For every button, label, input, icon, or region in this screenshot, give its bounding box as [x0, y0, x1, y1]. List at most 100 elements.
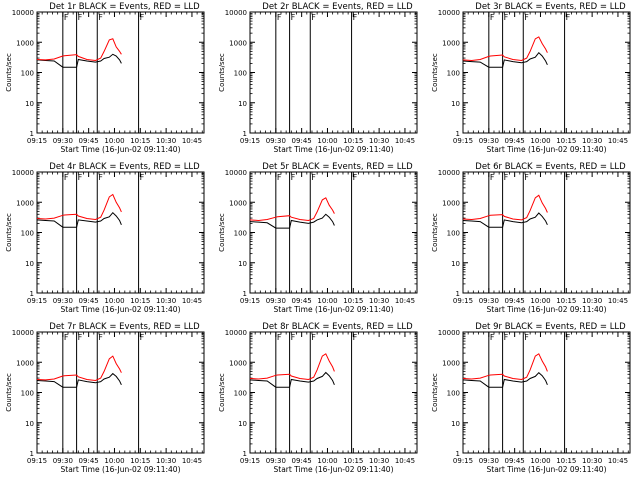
x-tick-label: 10:30 — [156, 137, 176, 145]
x-tick-label: 09:30 — [479, 137, 499, 145]
x-tick-label: 10:00 — [530, 297, 550, 305]
x-tick-label: 09:15 — [453, 137, 473, 145]
y-tick-label: 10000 — [225, 9, 247, 17]
events-series-line — [36, 53, 122, 68]
y-tick-label: 100 — [21, 230, 34, 238]
plot-frame — [36, 11, 205, 134]
flag-label: F — [291, 333, 296, 342]
y-tick-label: 10000 — [438, 169, 460, 177]
y-axis-label: Counts/sec — [218, 373, 226, 412]
y-tick-label: 10000 — [438, 9, 460, 17]
y-axis-label: Counts/sec — [431, 213, 439, 252]
y-tick-label: 1000 — [442, 359, 460, 367]
x-tick-label: 10:15 — [130, 137, 150, 145]
x-tick-label: 10:30 — [156, 457, 176, 465]
x-tick-label: 09:15 — [240, 457, 260, 465]
flag-label: F — [277, 333, 282, 342]
x-tick-label: 10:45 — [608, 297, 628, 305]
plot-frame — [462, 331, 631, 454]
panel-title: Det 1r BLACK = Events, RED = LLD — [49, 2, 200, 12]
y-axis-label: Counts/sec — [5, 213, 13, 252]
x-tick-label: 10:00 — [317, 297, 337, 305]
plot-frame — [249, 11, 418, 134]
flag-label: F — [566, 13, 571, 22]
x-tick-label: 10:15 — [130, 457, 150, 465]
x-tick-label: 09:45 — [505, 137, 525, 145]
x-tick-label: 10:00 — [317, 137, 337, 145]
flag-label: F — [311, 333, 316, 342]
x-tick-label: 10:30 — [582, 297, 602, 305]
x-tick-label: 10:45 — [608, 137, 628, 145]
panel-title: Det 7r BLACK = Events, RED = LLD — [49, 322, 200, 332]
panel-title: Det 6r BLACK = Events, RED = LLD — [475, 162, 626, 172]
x-tick-label: 09:30 — [53, 137, 73, 145]
x-tick-label: 09:30 — [266, 457, 286, 465]
y-tick-label: 100 — [447, 70, 460, 78]
y-tick-label: 1 — [30, 130, 34, 138]
y-tick-label: 10 — [25, 420, 34, 428]
x-tick-label: 09:45 — [292, 297, 312, 305]
flag-label: F — [78, 13, 83, 22]
x-tick-label: 10:00 — [530, 137, 550, 145]
flag-label: F — [64, 173, 69, 182]
plot-frame — [36, 331, 205, 454]
panel-title: Det 3r BLACK = Events, RED = LLD — [475, 2, 626, 12]
events-series-line — [36, 211, 122, 228]
y-tick-label: 1 — [30, 290, 34, 298]
panel-title: Det 9r BLACK = Events, RED = LLD — [475, 322, 626, 332]
x-axis-label: Start Time (16-Jun-02 09:11:40) — [274, 465, 394, 474]
x-tick-label: 10:30 — [582, 457, 602, 465]
x-tick-label: 10:45 — [608, 457, 628, 465]
y-axis-label: Counts/sec — [431, 373, 439, 412]
events-series-line — [462, 212, 548, 228]
y-tick-label: 100 — [447, 390, 460, 398]
y-tick-label: 10 — [238, 260, 247, 268]
plot-frame — [462, 11, 631, 134]
y-axis-label: Counts/sec — [218, 213, 226, 252]
x-tick-label: 10:15 — [343, 297, 363, 305]
flag-label: F — [98, 333, 103, 342]
x-tick-label: 10:00 — [530, 457, 550, 465]
y-tick-label: 10 — [25, 100, 34, 108]
x-tick-label: 10:15 — [343, 137, 363, 145]
x-tick-label: 10:00 — [317, 457, 337, 465]
plot-frame — [249, 331, 418, 454]
x-tick-label: 10:30 — [156, 297, 176, 305]
y-tick-label: 10 — [238, 100, 247, 108]
lld-series-line — [462, 36, 548, 62]
plot-frame — [249, 171, 418, 294]
y-tick-label: 1 — [243, 290, 247, 298]
y-axis-label: Counts/sec — [431, 53, 439, 92]
x-tick-label: 10:30 — [369, 137, 389, 145]
y-tick-label: 10000 — [12, 9, 34, 17]
y-tick-label: 1 — [243, 130, 247, 138]
y-tick-label: 1000 — [16, 359, 34, 367]
lld-series-line — [462, 194, 548, 221]
x-tick-label: 10:15 — [343, 457, 363, 465]
flag-label: F — [524, 13, 529, 22]
flag-label: F — [311, 13, 316, 22]
flag-label: F — [140, 173, 145, 182]
y-tick-label: 100 — [21, 70, 34, 78]
x-axis-label: Start Time (16-Jun-02 09:11:40) — [274, 305, 394, 314]
x-tick-label: 10:00 — [104, 457, 124, 465]
flag-label: F — [311, 173, 316, 182]
lld-series-line — [462, 353, 548, 381]
plot-frame — [36, 171, 205, 294]
y-tick-label: 100 — [234, 230, 247, 238]
lld-series-line — [249, 197, 335, 222]
flag-label: F — [504, 13, 509, 22]
x-tick-label: 09:15 — [240, 137, 260, 145]
x-tick-label: 09:45 — [505, 297, 525, 305]
x-tick-label: 09:15 — [27, 297, 47, 305]
y-tick-label: 10 — [25, 260, 34, 268]
flag-label: F — [291, 173, 296, 182]
events-series-line — [462, 372, 548, 388]
x-axis-label: Start Time (16-Jun-02 09:11:40) — [61, 145, 181, 154]
